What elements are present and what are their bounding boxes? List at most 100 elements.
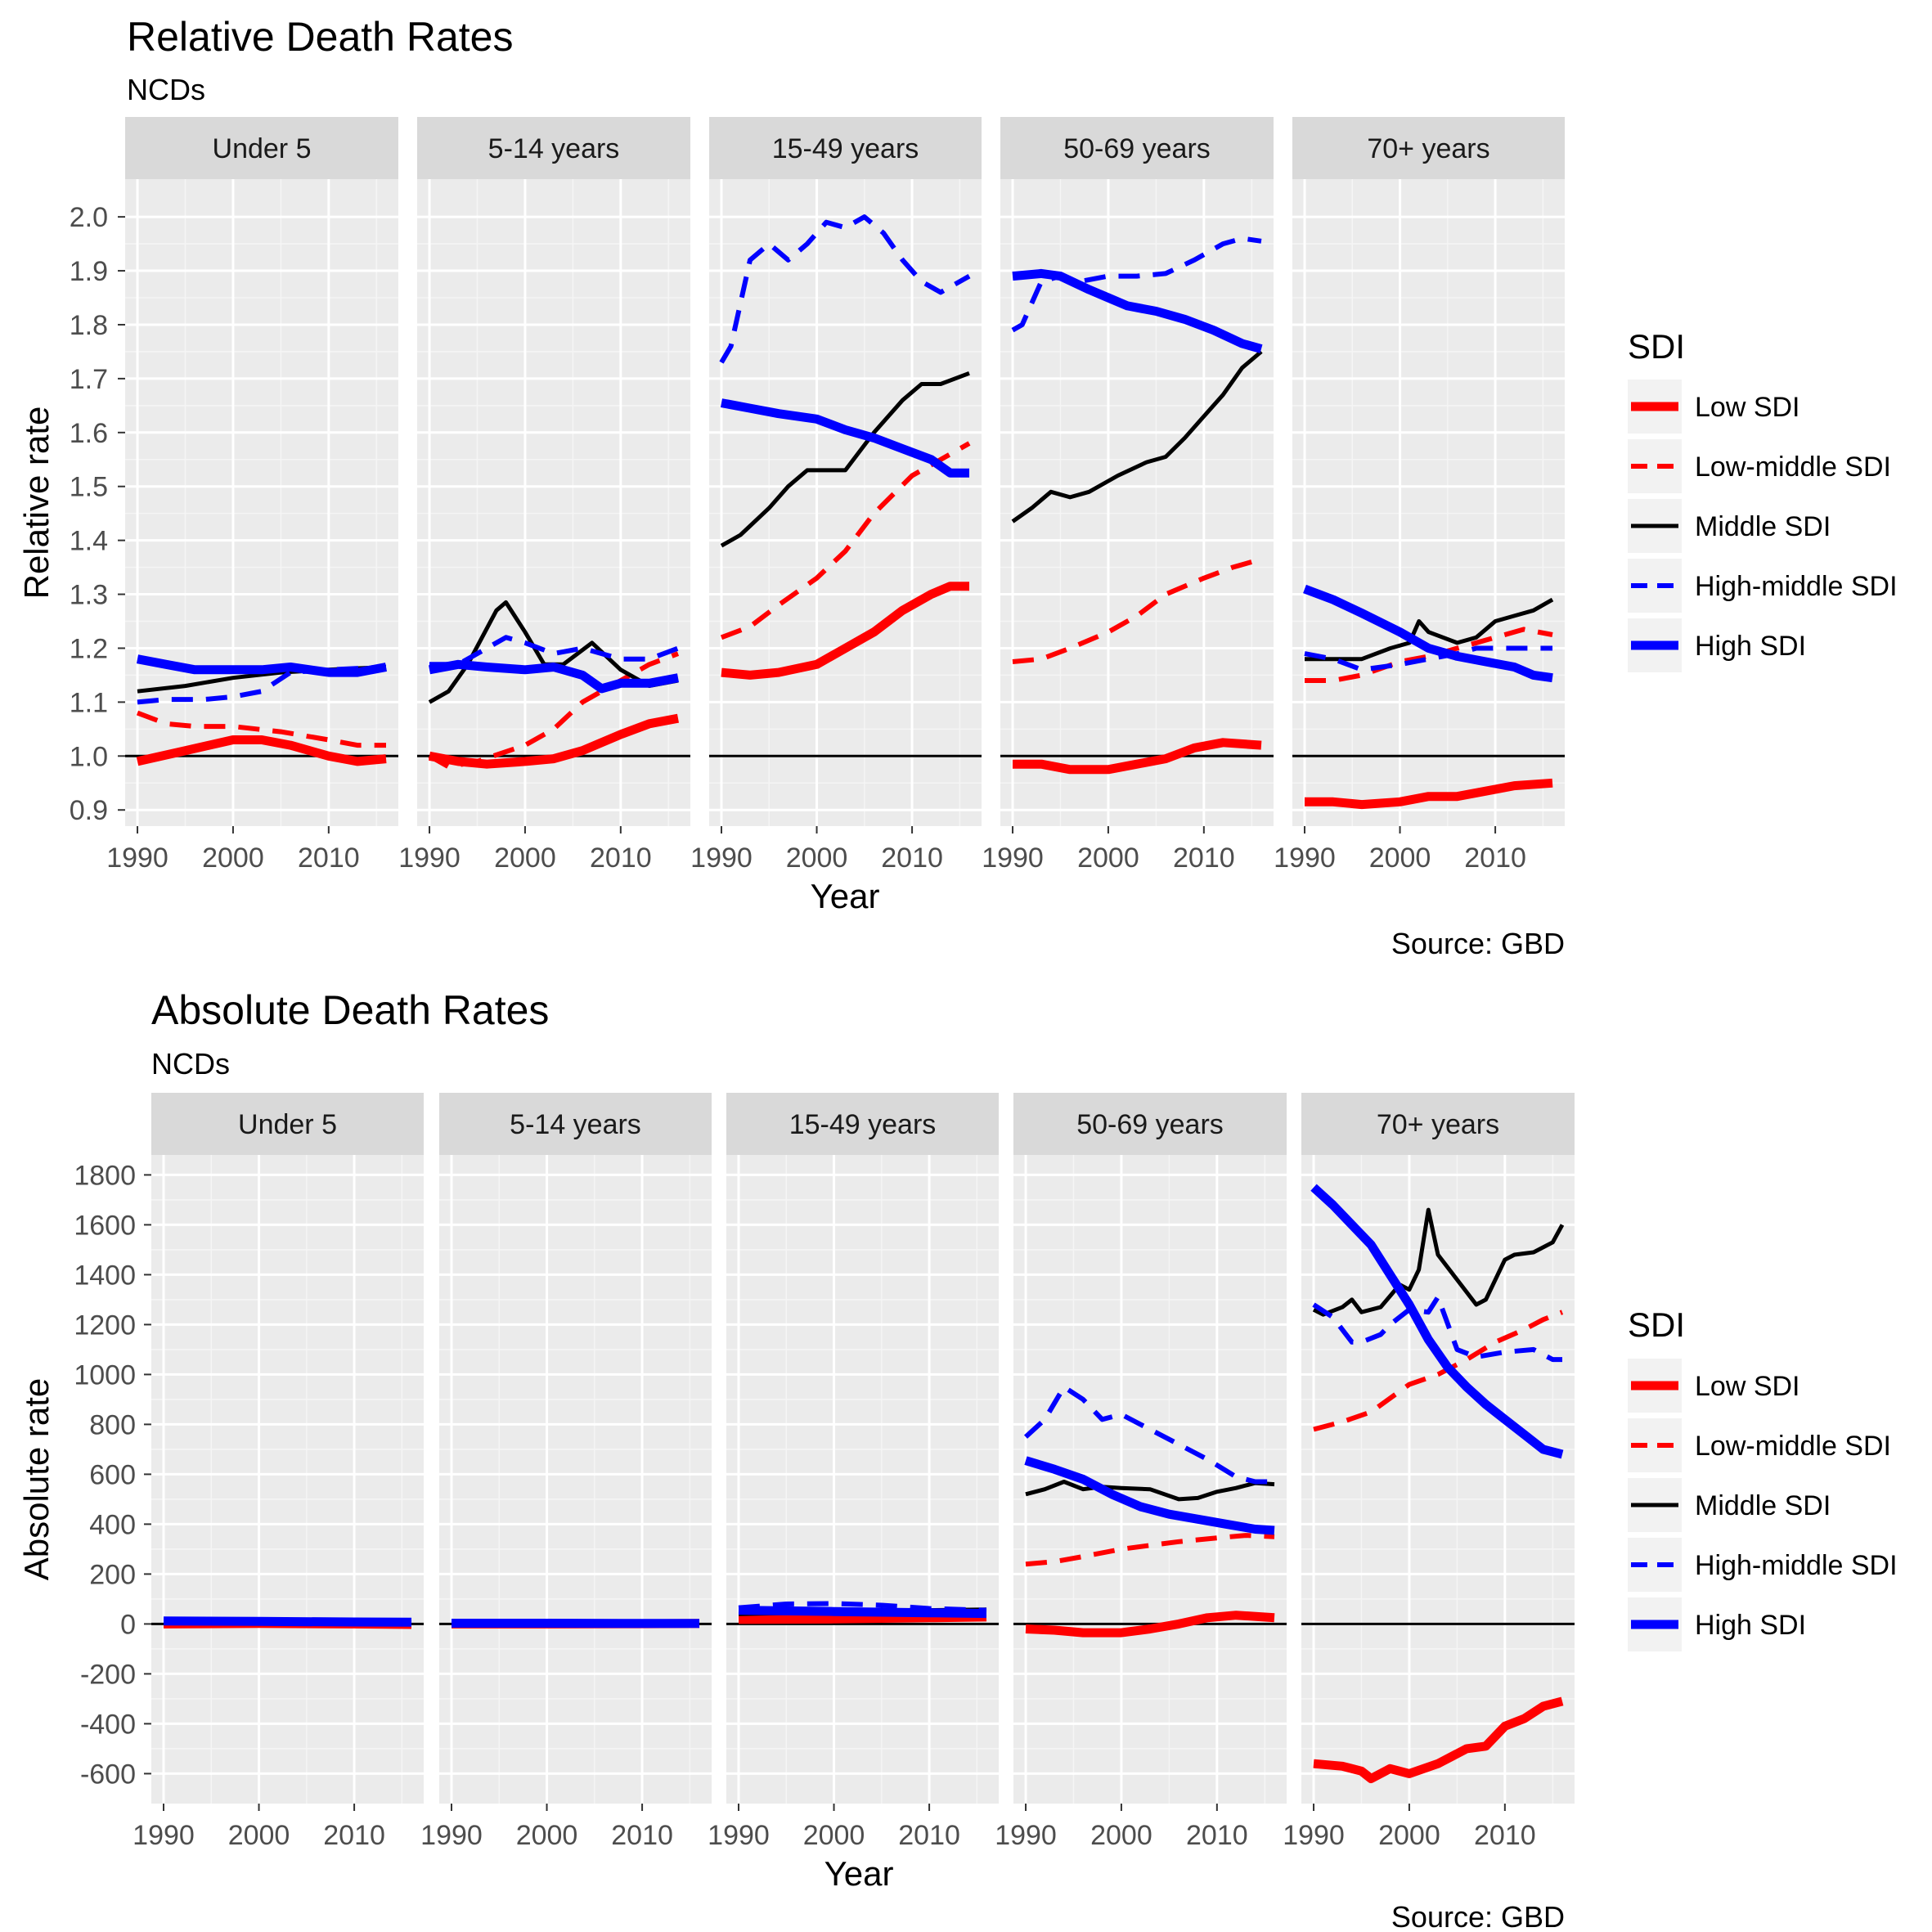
x-tick-label: 2010	[323, 1820, 385, 1851]
series-line	[1305, 778, 1553, 810]
series-line	[720, 371, 970, 548]
x-tick-label: 2010	[611, 1820, 673, 1851]
legend-item-label: High SDI	[1695, 631, 1806, 662]
x-tick-label: 1990	[420, 1820, 483, 1851]
facet-panel: 70+ years 1990 2000 2010	[1274, 117, 1565, 874]
series-line	[1025, 1611, 1275, 1638]
facet-label: 70+ years	[1367, 133, 1489, 164]
facet-label: 5-14 years	[510, 1109, 641, 1140]
x-axis-title: Year	[811, 877, 880, 915]
x-tick-label: 2010	[590, 842, 652, 874]
legend-item-label: High SDI	[1695, 1610, 1806, 1641]
series-line	[1011, 349, 1263, 523]
x-axis-title: Year	[824, 1854, 894, 1893]
series-line	[1011, 236, 1262, 333]
series-line	[1025, 1533, 1275, 1567]
y-tick-label: 800	[89, 1409, 136, 1440]
facet-strip	[1000, 117, 1274, 179]
facet-panel: Under 5 1990 2000 2010	[133, 1093, 424, 1851]
x-tick-label: 2000	[786, 842, 848, 874]
facet-strip	[726, 1093, 999, 1155]
y-tick-label: 1.0	[70, 741, 108, 772]
facet-panel: 15-49 years 1990 2000 2010	[708, 1093, 999, 1851]
chart-title: Relative Death Rates	[127, 14, 513, 60]
facet-strip	[125, 117, 398, 179]
facet-label: Under 5	[238, 1109, 337, 1140]
facet-panel: Under 5 1990 2000 2010	[106, 117, 398, 874]
x-tick-label: 2010	[1186, 1820, 1248, 1851]
chart-subtitle: NCDs	[127, 73, 205, 106]
facet-strip	[1292, 117, 1565, 179]
series-line	[1025, 1480, 1275, 1502]
y-tick-label: 1.3	[70, 580, 108, 611]
series-line	[1303, 584, 1553, 683]
x-tick-label: 2010	[1474, 1820, 1536, 1851]
legend: SDI Low SDI Low-middle SDI Middle SDI High-m…	[1628, 327, 1898, 672]
facet-strip	[417, 117, 690, 179]
y-tick-label: -600	[80, 1759, 136, 1790]
x-tick-label: 2000	[202, 842, 264, 874]
y-tick-label: 0	[120, 1609, 136, 1640]
series-line	[1305, 597, 1554, 662]
series-line	[1310, 1184, 1564, 1459]
legend-item-label: Low SDI	[1695, 392, 1800, 423]
y-tick-label: 1.8	[70, 310, 108, 341]
x-tick-label: 2010	[1173, 842, 1235, 874]
series-line	[720, 441, 971, 640]
caption: Source: GBD	[1391, 1900, 1565, 1932]
series-line	[136, 735, 387, 766]
series-line	[1024, 1456, 1275, 1535]
x-tick-label: 2000	[1077, 842, 1139, 874]
panel-background	[1301, 1155, 1575, 1804]
legend-title: SDI	[1628, 1305, 1685, 1344]
legend-item-label: Low-middle SDI	[1695, 452, 1891, 483]
legend-item-label: Middle SDI	[1695, 511, 1831, 542]
facet-panel: 50-69 years 1990 2000 2010	[982, 117, 1274, 874]
legend-title: SDI	[1628, 327, 1685, 366]
x-tick-label: 2000	[228, 1820, 290, 1851]
panel-background	[1000, 179, 1274, 826]
y-tick-label: 1600	[74, 1210, 136, 1241]
panel-background	[1292, 179, 1565, 826]
y-tick-label: 1400	[74, 1260, 136, 1291]
facet-panel: 50-69 years 1990 2000 2010	[995, 1093, 1287, 1851]
series-line	[1312, 1294, 1562, 1363]
x-tick-label: 1990	[1274, 842, 1336, 874]
panel-background	[151, 1155, 424, 1804]
facet-panel: 5-14 years 1990 2000 2010	[420, 1093, 712, 1851]
x-tick-label: 1990	[982, 842, 1044, 874]
series-line	[721, 582, 969, 680]
x-tick-label: 2010	[898, 1820, 960, 1851]
facet-label: 50-69 years	[1076, 1109, 1224, 1140]
panel-background	[125, 179, 398, 826]
legend-item-label: Low SDI	[1695, 1371, 1800, 1402]
y-tick-label: 1.9	[70, 256, 108, 287]
facet-label: 15-49 years	[789, 1109, 937, 1140]
x-tick-label: 2000	[1090, 1820, 1152, 1851]
facet-label: Under 5	[213, 133, 312, 164]
series-line	[1023, 1384, 1274, 1485]
x-tick-label: 1990	[133, 1820, 195, 1851]
facet-strip	[1301, 1093, 1575, 1155]
caption: Source: GBD	[1391, 927, 1565, 960]
series-line	[1013, 738, 1262, 775]
y-tick-label: 1.6	[70, 418, 108, 449]
y-tick-label: 1.2	[70, 633, 108, 664]
x-tick-label: 2000	[516, 1820, 578, 1851]
series-line	[163, 1616, 412, 1627]
facet-strip	[1013, 1093, 1287, 1155]
facet-label: 50-69 years	[1063, 133, 1211, 164]
chart-title: Absolute Death Rates	[151, 987, 549, 1033]
x-tick-label: 2000	[1369, 842, 1431, 874]
facet-label: 15-49 years	[772, 133, 919, 164]
series-line	[1312, 1207, 1565, 1317]
facet-label: 5-14 years	[488, 133, 620, 164]
y-tick-label: -200	[80, 1659, 136, 1690]
y-tick-label: 1000	[74, 1359, 136, 1391]
series-line	[719, 214, 971, 364]
x-tick-label: 2000	[803, 1820, 865, 1851]
y-tick-label: 1800	[74, 1160, 136, 1191]
y-tick-label: 200	[89, 1559, 136, 1590]
